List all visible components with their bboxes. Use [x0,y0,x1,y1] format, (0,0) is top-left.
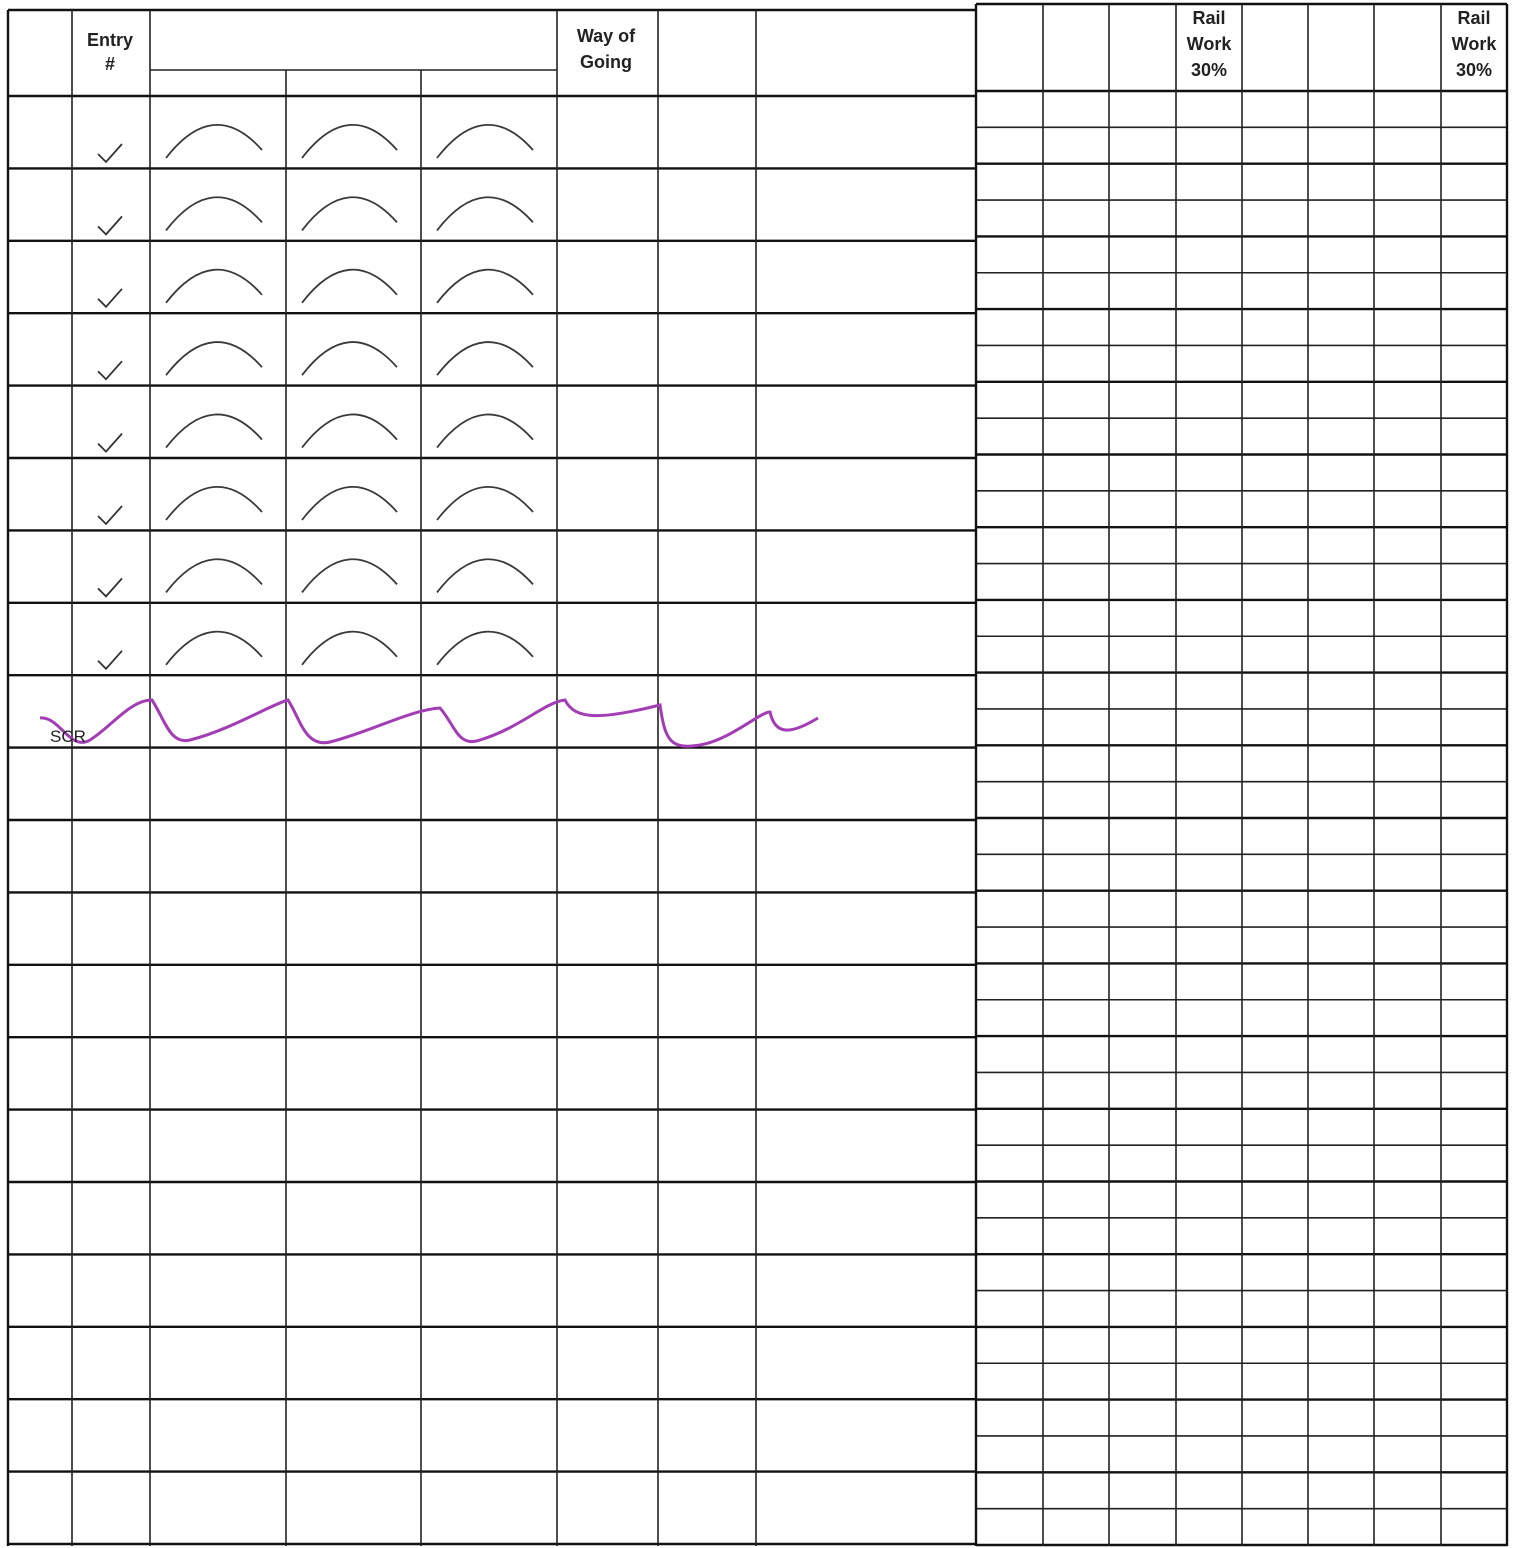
jump-arc [301,124,398,159]
jump-arc [436,558,534,593]
header-way-of-going: Way of [577,26,636,46]
jump-arc [436,124,534,159]
scale-header-part: 30% [1456,60,1492,80]
jump-arc [165,413,263,449]
jump-arc [436,486,534,521]
jump-arc [301,268,398,304]
scale-header-part: Work [1452,34,1498,54]
jump-arc [165,341,263,376]
jump-arc [301,486,398,521]
grid-lines [6,2,1509,1547]
scratch-label: SCR [50,727,86,746]
jump-arc [436,630,534,666]
header-entry-hash: # [105,54,115,74]
scale-header-part: Rail [1192,8,1225,28]
scale-header-part: Rail [1457,8,1490,28]
check-mark [97,360,123,381]
jump-arc [301,341,398,376]
jump-arc [301,196,398,231]
check-mark [97,143,123,164]
scale-header-part: Work [1187,34,1233,54]
jump-arc [301,413,398,449]
jump-arc [165,558,263,593]
check-mark [97,577,123,598]
jump-arc [436,196,534,231]
jump-arc [165,486,263,521]
jump-arc [301,558,398,593]
check-mark [97,433,123,453]
jump-arc [165,630,263,666]
jump-arc [436,341,534,376]
scratch-line [39,698,819,748]
header-entry: Entry [87,30,133,50]
table-header: Entry # Way of Going Rail Work 30% Rail Work 30% [87,8,1497,80]
jump-arc [436,413,534,449]
jump-arc [165,124,263,159]
jump-arc [301,630,398,666]
jump-sketches [165,124,534,666]
check-mark [97,288,123,309]
jump-arc [165,196,263,231]
check-mark [97,650,123,671]
jump-arc [436,268,534,304]
check-mark [97,505,123,526]
entry-rows [97,143,123,671]
jump-arc [165,268,263,304]
scale-header-part: 30% [1191,60,1227,80]
check-mark [97,215,123,236]
header-way-of-going-2: Going [580,52,632,72]
